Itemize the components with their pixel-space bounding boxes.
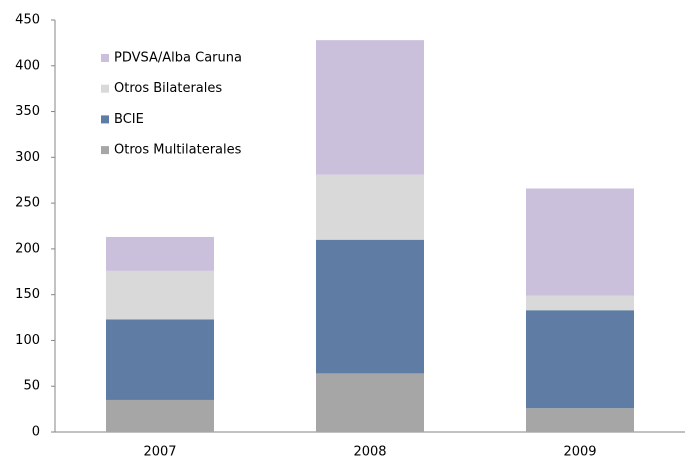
y-tick-label: 200 [15,241,40,256]
legend-label: PDVSA/Alba Caruna [114,51,242,66]
bar-segment [106,399,214,432]
bar-segment [316,40,424,175]
y-tick-label: 50 [23,379,40,394]
legend-label: BCIE [114,112,144,127]
y-tick-label: 0 [32,425,40,440]
bar-segment [526,188,634,296]
legend-swatch [101,84,109,93]
y-tick-label: 450 [15,13,40,28]
bar-segment [106,270,214,320]
legend-swatch [101,54,109,62]
y-tick-label: 350 [15,104,40,119]
y-tick-label: 250 [15,196,40,211]
x-tick-label: 2009 [563,445,596,460]
legend-swatch [101,146,109,155]
legend-label: Otros Multilaterales [114,143,242,158]
x-tick-label: 2007 [143,445,176,460]
legend-swatch [101,115,109,124]
bar-segment [526,310,634,409]
y-tick-label: 300 [15,150,40,165]
y-tick-label: 150 [15,287,40,302]
legend-label: Otros Bilaterales [114,81,222,96]
bar-segment [316,174,424,240]
bar-segment [316,239,424,374]
y-tick-label: 100 [15,333,40,348]
y-tick-label: 400 [15,58,40,73]
bar-segment [316,373,424,432]
bar-segment [106,236,214,271]
bar-segment [106,319,214,400]
bar-segment [526,408,634,432]
bar-segment [526,295,634,311]
x-tick-label: 2008 [353,445,386,460]
